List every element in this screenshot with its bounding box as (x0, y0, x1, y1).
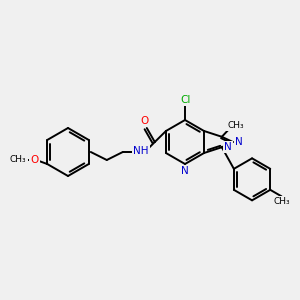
Text: O: O (141, 116, 149, 126)
Text: N: N (224, 142, 232, 152)
Text: CH₃: CH₃ (227, 121, 244, 130)
Text: N: N (235, 137, 243, 147)
Text: N: N (181, 166, 189, 176)
Text: Cl: Cl (181, 95, 191, 105)
Text: O: O (30, 155, 38, 165)
Text: CH₃: CH₃ (273, 197, 290, 206)
Text: NH: NH (133, 146, 148, 156)
Text: CH₃: CH₃ (10, 155, 26, 164)
